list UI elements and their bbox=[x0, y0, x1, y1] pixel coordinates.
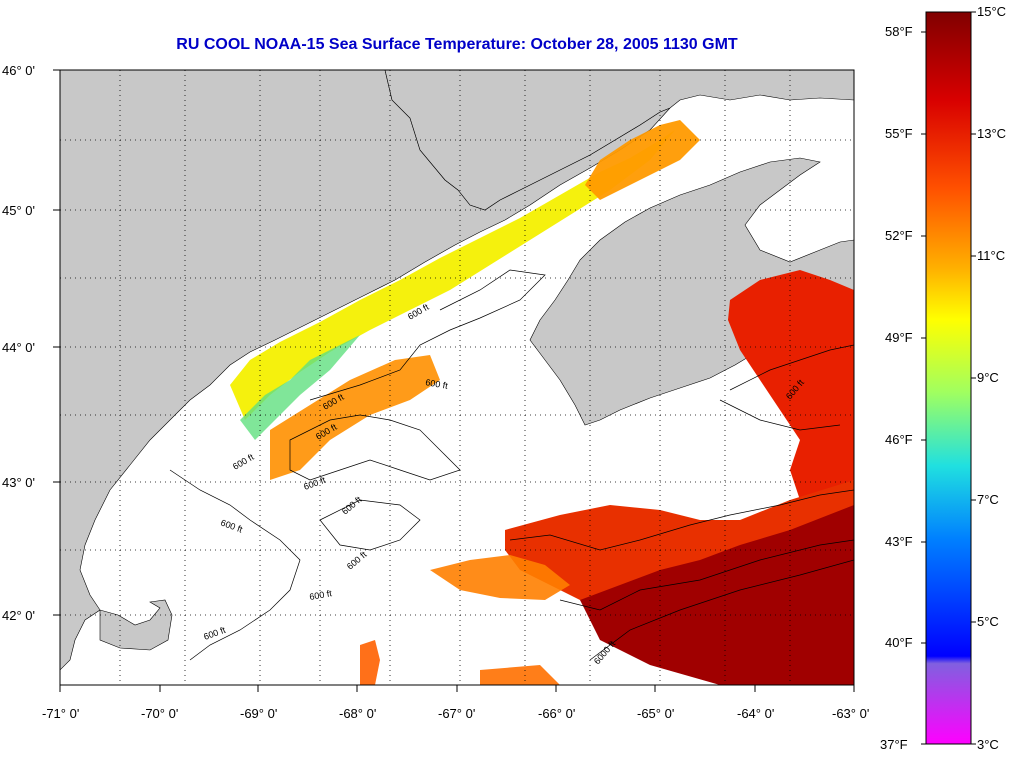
colorbar-c-label-13: 13°C bbox=[977, 126, 1007, 141]
lon-label-70: -70° 0' bbox=[141, 706, 178, 721]
colorbar-c-label-15: 15°C bbox=[977, 4, 1007, 19]
lon-label-66: -66° 0' bbox=[538, 706, 575, 721]
sst-green-band bbox=[240, 335, 360, 440]
land-nova-scotia bbox=[529, 157, 854, 426]
map-title: RU COOL NOAA-15 Sea Surface Temperature:… bbox=[176, 36, 738, 53]
contour-label-4: 600 ft bbox=[425, 377, 449, 391]
lon-label-63: -63° 0' bbox=[832, 706, 869, 721]
colorbar-f-label-58: 58°F bbox=[885, 24, 913, 39]
lon-label-71: -71° 0' bbox=[42, 706, 79, 721]
lat-label-43: 43° 0' bbox=[2, 475, 35, 490]
colorbar-f-label-46: 46°F bbox=[885, 432, 913, 447]
sst-orange-georges-edge bbox=[430, 555, 570, 600]
colorbar-f-label-40: 40°F bbox=[885, 635, 913, 650]
colorbar-ticks bbox=[921, 11, 976, 745]
sst-yellow-band bbox=[230, 130, 675, 420]
colorbar-c-label-5: 5°C bbox=[977, 614, 999, 629]
lat-label-45: 45° 0' bbox=[2, 203, 35, 218]
colorbar-f-label-37: 37°F bbox=[880, 737, 908, 752]
contour-label-10: 600 ft bbox=[309, 588, 333, 602]
temperature-colorbar bbox=[925, 11, 972, 745]
sst-orange-south-patch bbox=[360, 640, 380, 685]
colorbar-f-label-52: 52°F bbox=[885, 228, 913, 243]
lon-label-67: -67° 0' bbox=[438, 706, 475, 721]
sst-orange-south-patch-2 bbox=[480, 665, 560, 685]
colorbar-c-label-11: 11°C bbox=[977, 248, 1006, 263]
sst-red-scotian bbox=[728, 270, 854, 500]
lat-label-46: 46° 0' bbox=[2, 63, 35, 78]
lon-label-68: -68° 0' bbox=[339, 706, 376, 721]
lat-label-42: 42° 0' bbox=[2, 608, 35, 623]
lat-label-44: 44° 0' bbox=[2, 340, 35, 355]
sst-orange-patch-north bbox=[585, 120, 700, 200]
colorbar-f-label-49: 49°F bbox=[885, 330, 913, 345]
lon-label-69: -69° 0' bbox=[240, 706, 277, 721]
colorbar-f-label-43: 43°F bbox=[885, 534, 913, 549]
colorbar-c-label-3: 3°C bbox=[977, 737, 999, 752]
lon-label-64: -64° 0' bbox=[737, 706, 774, 721]
colorbar-c-label-9: 9°C bbox=[977, 370, 999, 385]
lon-label-65: -65° 0' bbox=[637, 706, 674, 721]
land-canada-north bbox=[384, 70, 854, 211]
axis-ticks bbox=[53, 69, 855, 692]
land-cape-cod bbox=[99, 599, 173, 651]
colorbar-c-label-7: 7°C bbox=[977, 492, 999, 507]
bathymetry-contours bbox=[169, 269, 854, 661]
colorbar-f-label-55: 55°F bbox=[885, 126, 913, 141]
sst-orange-patch-mid bbox=[270, 355, 440, 480]
